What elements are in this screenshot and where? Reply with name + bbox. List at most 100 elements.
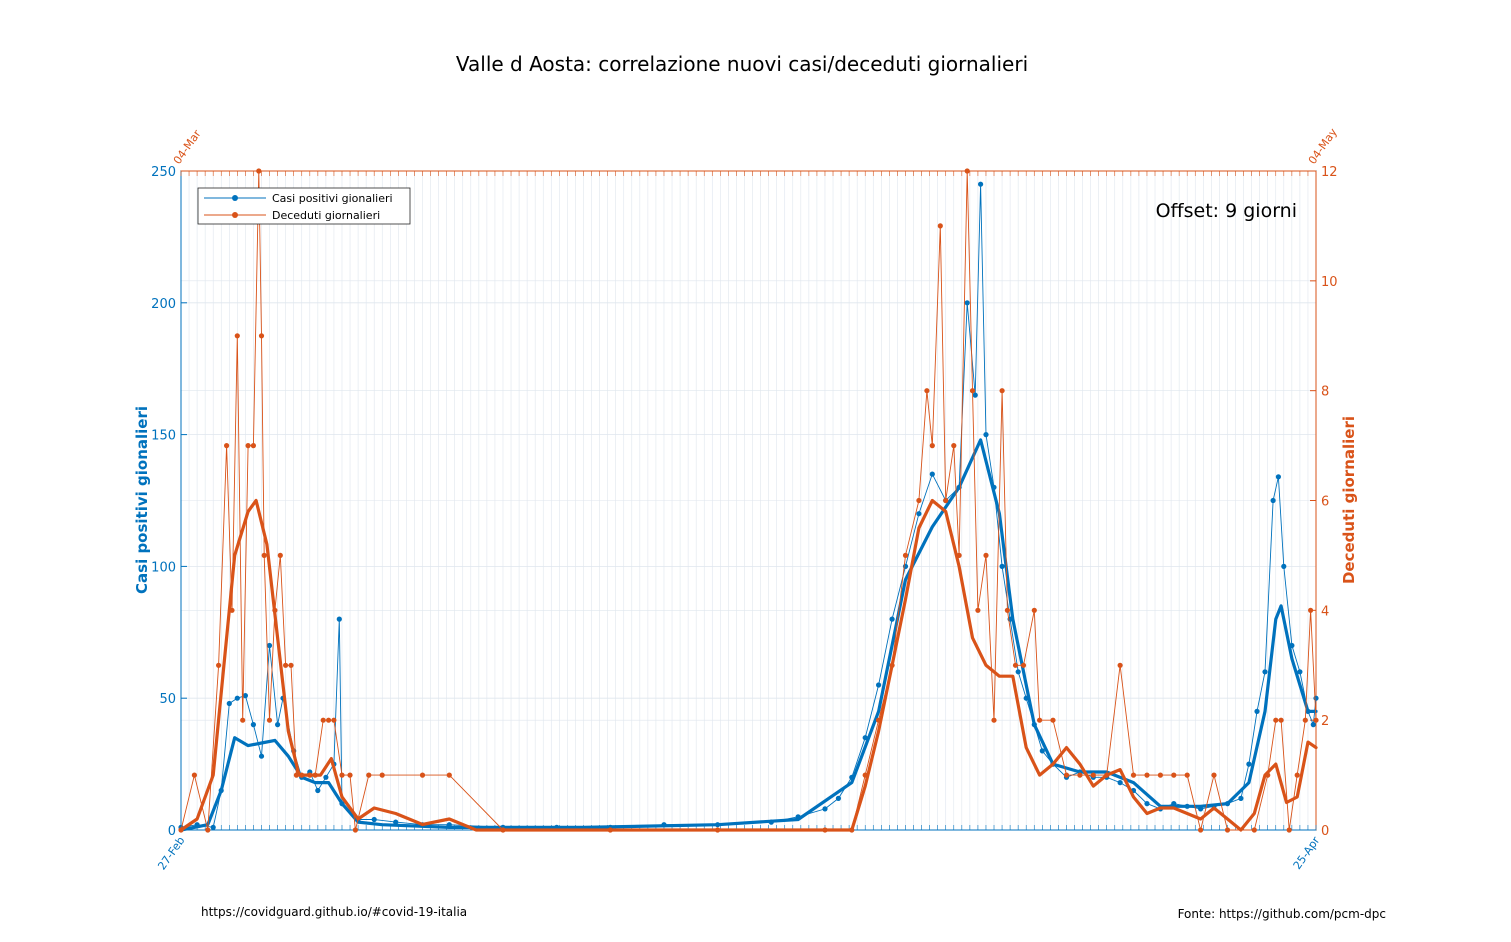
data-point (1238, 795, 1244, 802)
data-point (999, 388, 1005, 394)
data-point (929, 471, 935, 477)
left-tick-label: 150 (151, 429, 176, 444)
data-point (983, 552, 989, 559)
left-tick-label: 100 (151, 560, 176, 575)
data-point (242, 693, 248, 699)
data-point (258, 753, 265, 759)
data-point (331, 717, 337, 723)
series-smooth-line (179, 498, 1318, 832)
data-point (822, 806, 828, 812)
data-point (1313, 717, 1319, 723)
right-tick-label: 6 (1321, 495, 1329, 510)
data-point (1224, 827, 1231, 833)
data-point (393, 819, 399, 825)
right-tick-label: 12 (1321, 165, 1338, 180)
left-tick-label: 0 (168, 824, 176, 839)
data-point (1130, 772, 1137, 778)
data-point (288, 662, 294, 668)
data-point (1294, 772, 1300, 778)
right-tick-label: 2 (1321, 714, 1329, 729)
data-point (1063, 772, 1070, 778)
data-point (315, 787, 321, 794)
data-point (999, 563, 1005, 570)
data-point (1278, 717, 1284, 723)
data-point (937, 223, 943, 229)
legend-box (197, 187, 411, 225)
data-point (320, 717, 326, 723)
data-point (1313, 695, 1319, 701)
series-1 (178, 168, 1319, 833)
series-0 (178, 181, 1319, 832)
right-axis-label: Deceduti giornalieri (1340, 416, 1358, 584)
data-point (283, 662, 289, 668)
data-point (983, 432, 989, 438)
right-tick-label: 4 (1321, 604, 1329, 619)
data-point (1273, 717, 1279, 723)
data-point (216, 662, 222, 668)
data-point (1171, 772, 1177, 778)
data-point (1251, 827, 1257, 833)
legend-cases-marker (232, 195, 238, 201)
left-tick-label: 50 (159, 692, 176, 707)
data-point (924, 388, 930, 394)
data-point (1281, 563, 1287, 570)
left-tick-label: 250 (151, 165, 176, 180)
legend-deaths-marker (232, 212, 238, 218)
data-point (191, 772, 197, 778)
data-point (234, 695, 240, 701)
data-point (1050, 717, 1056, 723)
data-point (1117, 662, 1123, 668)
data-point (366, 772, 372, 778)
data-point (929, 443, 935, 449)
top-date-label-last: 04-May (1306, 126, 1340, 167)
data-point (835, 795, 842, 802)
data-point (991, 717, 997, 723)
data-point (1157, 772, 1163, 778)
data-point (964, 300, 970, 306)
bottom-date-label: 27-Feb (155, 834, 187, 872)
chart-title: Valle d Aosta: correlazione nuovi casi/d… (456, 52, 1028, 76)
data-point (1144, 772, 1150, 778)
data-point (205, 827, 211, 833)
data-point (224, 443, 230, 449)
data-point (1246, 761, 1252, 767)
data-point (234, 333, 240, 339)
data-point (339, 772, 345, 778)
left-axis-label: Casi positivi gionalieri (133, 406, 151, 594)
data-point (1012, 662, 1019, 668)
data-point (226, 700, 232, 707)
left-tick-label: 200 (151, 297, 176, 312)
data-point (261, 552, 267, 559)
data-point (1037, 717, 1043, 723)
data-point (1184, 772, 1190, 778)
data-point (1297, 669, 1303, 675)
data-point (446, 772, 452, 778)
series-layer (178, 168, 1319, 833)
data-point (371, 816, 377, 823)
data-point (277, 552, 283, 559)
data-point (972, 392, 978, 398)
data-point (323, 774, 329, 780)
data-point (1302, 717, 1308, 723)
legend-cases-label: Casi positivi gionalieri (272, 192, 393, 205)
data-point (1039, 748, 1045, 754)
right-y-axis: 0 2 4 6 8 10 12 (1310, 165, 1338, 839)
footer-link: https://covidguard.github.io/#covid-19-i… (201, 905, 467, 919)
data-point (1275, 474, 1281, 480)
legend: Casi positivi gionalieri Deceduti giorna… (197, 187, 411, 225)
data-point (1198, 827, 1204, 833)
data-point (1308, 607, 1314, 613)
right-tick-label: 0 (1321, 824, 1329, 839)
top-x-axis: 04-Mar 04-May (171, 126, 1340, 176)
data-point (1262, 669, 1268, 675)
series-raw-line (180, 170, 1317, 831)
footer-source: Fonte: https://github.com/pcm-dpc (1178, 907, 1386, 921)
data-point (1077, 772, 1083, 778)
data-point (964, 168, 970, 174)
data-point (1004, 607, 1011, 613)
data-point (379, 772, 385, 778)
data-point (978, 181, 984, 187)
data-point (245, 443, 251, 449)
data-point (1270, 497, 1276, 504)
data-point (902, 552, 909, 559)
